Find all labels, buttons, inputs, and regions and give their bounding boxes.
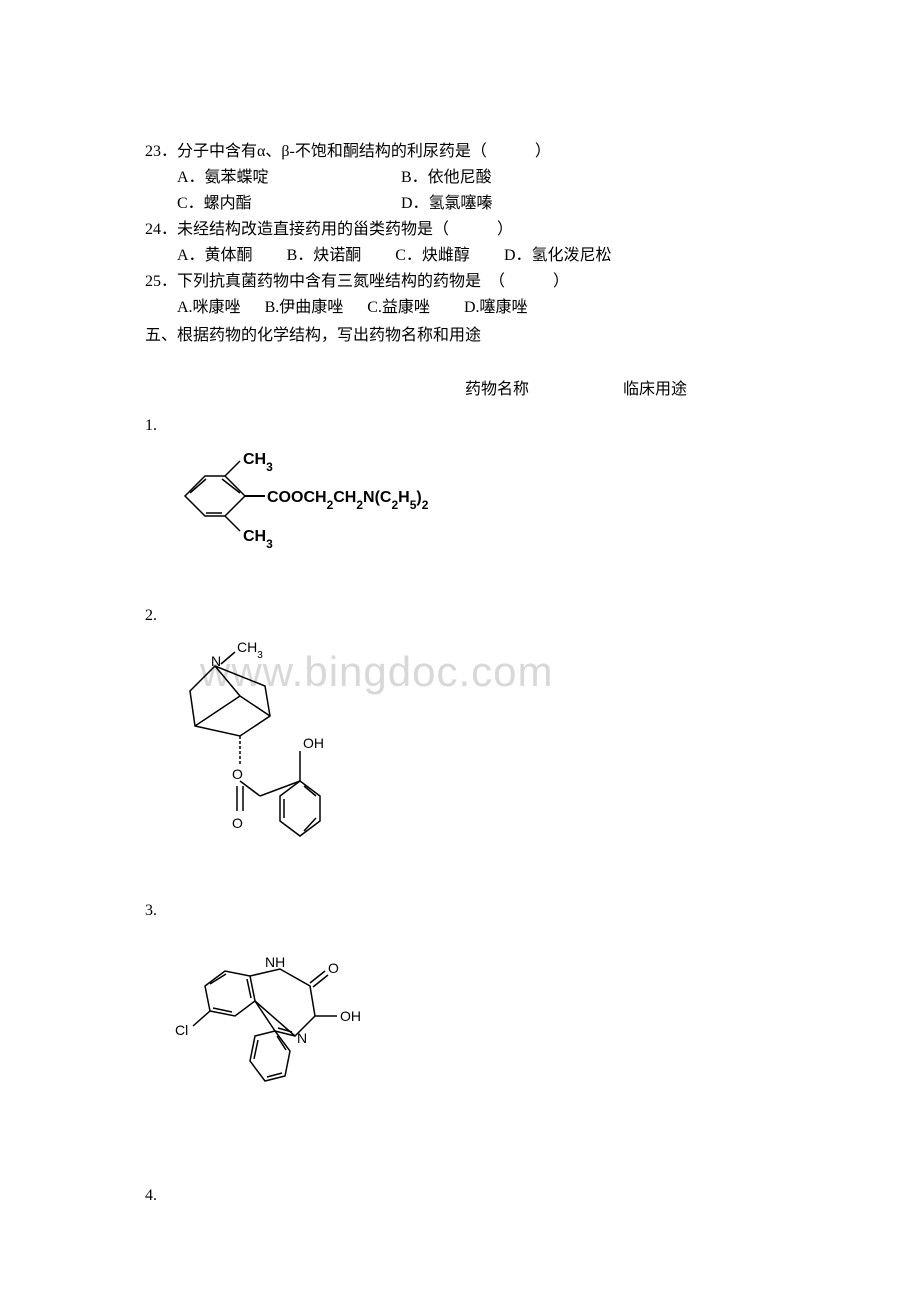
chem3-oh: OH bbox=[340, 1008, 361, 1024]
q23-options-row1: A．氨苯蝶啶 B．依他尼酸 bbox=[145, 166, 775, 190]
q23-options-row2: C．螺内酯 D．氢氯噻嗪 bbox=[145, 192, 775, 216]
chem1-ch3bot: CH3 bbox=[243, 528, 273, 551]
chem1-ester: COOCH2CH2N(C2H5)2 bbox=[267, 489, 429, 512]
q23-optB: B．依他尼酸 bbox=[401, 169, 492, 186]
page-content: 23．分子中含有α、β-不饱和酮结构的利尿药是（ ） A．氨苯蝶啶 B．依他尼酸… bbox=[145, 140, 775, 1208]
q25-options: A.咪康唑 B.伊曲康唑 C.益康唑 D.噻康唑 bbox=[145, 296, 775, 320]
structure-1-svg: CH3 CH3 COOCH2CH2N(C2H5)2 bbox=[165, 446, 775, 584]
structure-3-svg: NH O OH N Cl bbox=[165, 931, 775, 1164]
structure-2-svg: N CH3 O O OH bbox=[165, 636, 775, 879]
structure-headers: 药物名称 临床用途 bbox=[145, 378, 775, 402]
q25-optD: D.噻康唑 bbox=[464, 296, 528, 320]
q25-text: 25．下列抗真菌药物中含有三氮唑结构的药物是 （ ） bbox=[145, 270, 775, 294]
q23-text: 23．分子中含有α、β-不饱和酮结构的利尿药是（ ） bbox=[145, 140, 775, 164]
structure-4-num: 4. bbox=[145, 1184, 775, 1208]
structure-2: 2. bbox=[145, 604, 775, 879]
header-drugname: 药物名称 bbox=[465, 378, 529, 402]
header-clinicaluse: 临床用途 bbox=[623, 381, 687, 398]
chem2-ch3: CH3 bbox=[237, 639, 263, 661]
q24-optD: D．氢化泼尼松 bbox=[504, 244, 612, 268]
chem3-cl: Cl bbox=[175, 1022, 188, 1038]
structure-3: 3. bbox=[145, 899, 775, 1164]
structure-1: 1. CH3 CH3 COOCH2CH2N(C2H bbox=[145, 414, 775, 584]
chem3-n: N bbox=[297, 1030, 307, 1046]
q23-optD: D．氢氯噻嗪 bbox=[401, 195, 493, 212]
q24-text: 24．未经结构改造直接药用的甾类药物是（ ） bbox=[145, 218, 775, 242]
section5-title: 五、根据药物的化学结构，写出药物名称和用途 bbox=[145, 324, 775, 348]
q23-optC: C．螺内酯 bbox=[177, 192, 397, 216]
structure-1-num: 1. bbox=[145, 414, 775, 438]
chem3-o: O bbox=[328, 960, 339, 976]
structure-3-num: 3. bbox=[145, 899, 775, 923]
q24-optA: A．黄体酮 bbox=[177, 244, 253, 268]
q25-optB: B.伊曲康唑 bbox=[265, 296, 344, 320]
q24-optB: B．炔诺酮 bbox=[287, 244, 362, 268]
q24-optC: C．炔雌醇 bbox=[395, 244, 470, 268]
structure-4: 4. bbox=[145, 1184, 775, 1208]
chem3-nh: NH bbox=[265, 954, 285, 970]
q23-optA: A．氨苯蝶啶 bbox=[177, 166, 397, 190]
q25-optA: A.咪康唑 bbox=[177, 296, 241, 320]
q24-options: A．黄体酮 B．炔诺酮 C．炔雌醇 D．氢化泼尼松 bbox=[145, 244, 775, 268]
chem2-oh: OH bbox=[303, 735, 324, 751]
chem1-ch3top: CH3 bbox=[243, 451, 273, 474]
q25-optC: C.益康唑 bbox=[367, 296, 430, 320]
structure-2-num: 2. bbox=[145, 604, 775, 628]
chem2-n: N bbox=[211, 653, 221, 669]
chem2-o2: O bbox=[232, 815, 243, 831]
chem2-o1: O bbox=[232, 766, 243, 782]
